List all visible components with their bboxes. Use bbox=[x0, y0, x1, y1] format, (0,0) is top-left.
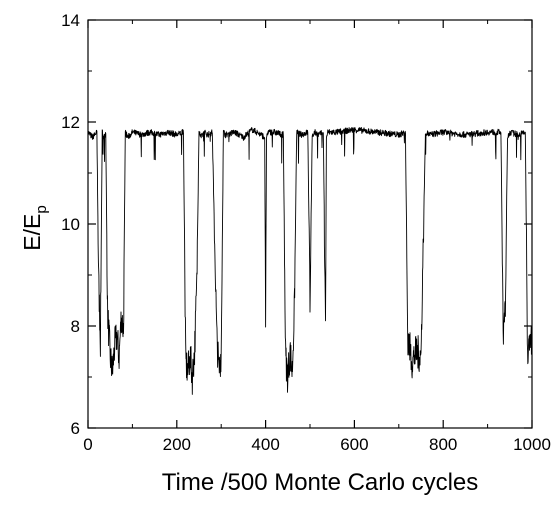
x-tick-label: 600 bbox=[340, 435, 368, 454]
x-axis-title: Time /500 Monte Carlo cycles bbox=[162, 469, 479, 496]
y-tick-label: 12 bbox=[61, 113, 80, 132]
y-axis-title-subscript: p bbox=[33, 205, 50, 213]
x-tick-label: 200 bbox=[163, 435, 191, 454]
y-axis-title: E/Ep bbox=[19, 205, 50, 250]
y-tick-label: 8 bbox=[71, 317, 80, 336]
series-line bbox=[87, 126, 533, 395]
y-tick-label: 14 bbox=[61, 11, 80, 30]
plot-frame bbox=[87, 19, 533, 429]
x-tick-label: 400 bbox=[251, 435, 279, 454]
y-axis-title-main: E/E bbox=[19, 214, 45, 251]
y-tick-label: 10 bbox=[61, 215, 80, 234]
x-tick-label: 800 bbox=[429, 435, 457, 454]
y-tick-label: 6 bbox=[71, 419, 80, 438]
x-tick-label: 1000 bbox=[513, 435, 551, 454]
x-tick-label: 0 bbox=[83, 435, 92, 454]
